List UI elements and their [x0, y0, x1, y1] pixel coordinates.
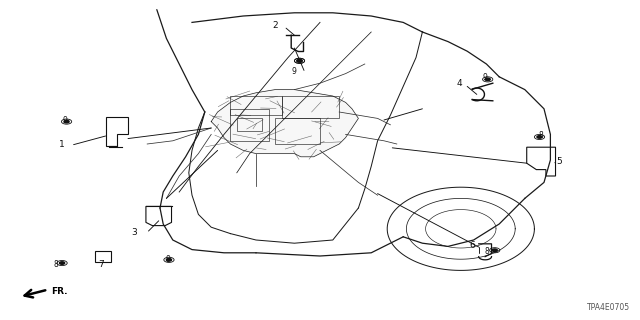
- Text: 9: 9: [483, 73, 488, 82]
- Text: TPA4E0705: TPA4E0705: [588, 303, 630, 312]
- Circle shape: [492, 249, 497, 252]
- Circle shape: [64, 120, 69, 123]
- Circle shape: [166, 259, 172, 261]
- Text: 6: 6: [470, 241, 475, 250]
- Text: 8: 8: [54, 260, 59, 269]
- Text: 9: 9: [292, 67, 297, 76]
- Text: 3: 3: [132, 228, 137, 237]
- Text: 5: 5: [557, 157, 562, 166]
- Circle shape: [297, 60, 302, 62]
- Text: 8: 8: [538, 132, 543, 140]
- Circle shape: [485, 78, 490, 81]
- Text: 9: 9: [165, 255, 170, 264]
- Text: 4: 4: [457, 79, 462, 88]
- Polygon shape: [211, 90, 358, 157]
- Circle shape: [60, 262, 65, 264]
- Text: 2: 2: [273, 21, 278, 30]
- Text: FR.: FR.: [51, 287, 68, 296]
- Text: 7: 7: [99, 260, 104, 269]
- Circle shape: [537, 136, 542, 138]
- Text: 1: 1: [60, 140, 65, 149]
- Text: 8: 8: [484, 247, 489, 256]
- Circle shape: [297, 60, 302, 62]
- Text: 9: 9: [62, 116, 67, 125]
